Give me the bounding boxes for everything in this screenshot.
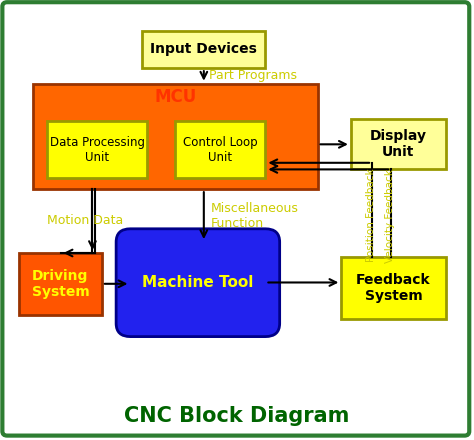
FancyBboxPatch shape [351,119,446,169]
Text: MCU: MCU [154,88,197,106]
Text: CNC Block Diagram: CNC Block Diagram [124,406,350,426]
Text: Input Devices: Input Devices [150,43,257,56]
Text: Position Feedback: Position Feedback [366,169,376,262]
FancyBboxPatch shape [175,121,265,178]
Text: Data Processing
Unit: Data Processing Unit [50,136,145,164]
FancyBboxPatch shape [19,253,102,315]
FancyBboxPatch shape [2,2,469,436]
FancyBboxPatch shape [341,257,446,319]
FancyBboxPatch shape [33,84,318,189]
FancyBboxPatch shape [47,121,147,178]
Text: Machine Tool: Machine Tool [142,275,254,290]
Text: Driving
System: Driving System [32,269,89,299]
Text: Feedback
System: Feedback System [356,273,431,303]
Text: Control Loop
Unit: Control Loop Unit [183,136,258,164]
Text: Velocity Feedback: Velocity Feedback [385,169,395,263]
Text: Part Programs: Part Programs [209,69,297,82]
Text: Miscellaneous
Function: Miscellaneous Function [211,202,299,230]
FancyBboxPatch shape [142,31,265,68]
Text: Motion Data: Motion Data [47,213,124,227]
FancyBboxPatch shape [116,229,280,337]
Text: Display
Unit: Display Unit [370,129,427,159]
